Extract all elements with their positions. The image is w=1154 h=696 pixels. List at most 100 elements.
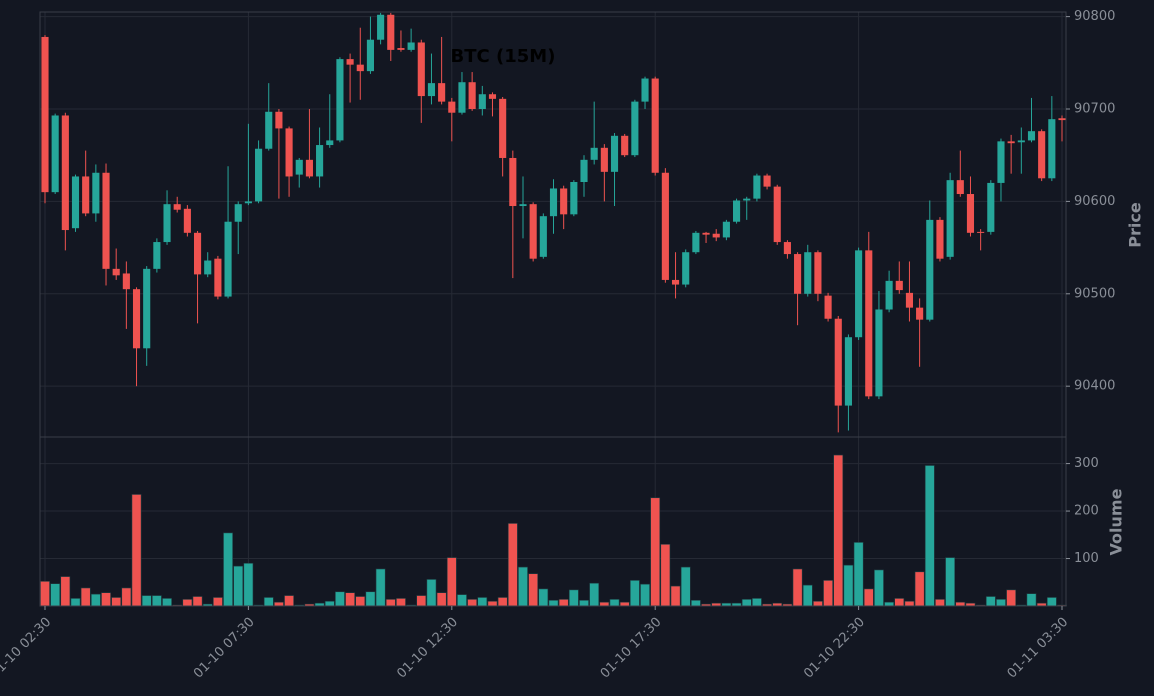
- volume-tick-label: 200: [1074, 504, 1099, 519]
- volume-bar: [884, 601, 894, 607]
- volume-bar: [589, 582, 600, 607]
- candle-body: [1058, 118, 1066, 121]
- volume-bar: [467, 599, 478, 607]
- candle-body: [966, 194, 975, 233]
- candle-body: [590, 147, 598, 160]
- volume-bar: [558, 599, 569, 607]
- candle-body: [61, 115, 69, 231]
- volume-bar: [375, 568, 386, 607]
- candle-body: [844, 337, 852, 406]
- candle-body: [539, 216, 547, 257]
- candle-body: [712, 233, 720, 238]
- volume-tick-label: 300: [1074, 456, 1099, 471]
- candle-body: [997, 141, 1005, 183]
- y-tick-label: 90500: [1074, 286, 1115, 301]
- volume-bar: [70, 598, 81, 607]
- volume-bar: [935, 599, 945, 607]
- candle-body: [651, 78, 659, 173]
- volume-bar: [538, 588, 549, 607]
- candle-body: [417, 42, 425, 97]
- candle-body: [143, 268, 151, 349]
- candle-body: [702, 232, 710, 235]
- volume-bar: [548, 600, 559, 607]
- candle-body: [336, 59, 344, 141]
- volume-bar: [619, 601, 630, 607]
- candle-body: [346, 59, 354, 65]
- candle-body: [255, 148, 263, 202]
- volume-bar: [863, 588, 874, 607]
- y-tick-label: 90700: [1074, 102, 1115, 117]
- volume-bar: [680, 566, 691, 607]
- volume-bar: [436, 592, 447, 607]
- volume-bar: [985, 596, 996, 607]
- candle-body: [1038, 131, 1046, 179]
- candle-body: [631, 101, 639, 156]
- candle-body: [316, 145, 324, 177]
- candle-body: [621, 135, 629, 156]
- candle-body: [132, 289, 141, 349]
- volume-bar: [182, 599, 193, 607]
- volume-bar: [741, 599, 752, 607]
- volume-bar: [223, 532, 233, 607]
- candle-body: [214, 258, 222, 297]
- candle-body: [1017, 140, 1025, 143]
- candle-body: [224, 221, 232, 297]
- volume-bar: [101, 592, 111, 607]
- chart-title: BTC (15M): [451, 46, 556, 67]
- candle-body: [509, 157, 517, 207]
- y-axis-label: Price: [1126, 202, 1145, 248]
- volume-bar: [50, 583, 61, 607]
- volume-bar: [213, 597, 223, 607]
- candle-body: [122, 273, 130, 290]
- candle-body: [438, 83, 446, 102]
- candle-body: [51, 115, 59, 193]
- volume-bar: [263, 597, 274, 607]
- volume-bar: [355, 596, 366, 607]
- volume-bar: [629, 580, 640, 607]
- candle-body: [102, 172, 110, 269]
- candle-body: [519, 204, 527, 207]
- candle-body: [804, 252, 812, 294]
- candle-body: [671, 279, 680, 285]
- volume-bar: [568, 589, 579, 607]
- candle-body: [987, 182, 995, 232]
- volume-bar: [813, 600, 823, 607]
- volume-bar: [426, 579, 437, 607]
- volume-bar: [609, 599, 620, 607]
- candle-body: [610, 135, 619, 172]
- volume-bar: [843, 564, 854, 607]
- candle-body: [92, 172, 100, 214]
- volume-bar: [324, 600, 335, 607]
- volume-bar: [874, 569, 884, 607]
- candle-body: [366, 39, 374, 72]
- candle-body: [1007, 141, 1015, 144]
- candle-body: [193, 232, 202, 275]
- volume-bar: [487, 600, 498, 607]
- volume-bar: [792, 568, 803, 607]
- volume-bar: [131, 494, 142, 607]
- candle-body: [468, 82, 476, 110]
- candle-body: [285, 128, 293, 177]
- volume-bar: [416, 595, 427, 607]
- volume-bar: [111, 597, 122, 607]
- candle-body: [753, 175, 761, 199]
- volume-bar: [365, 591, 376, 607]
- candle-body: [183, 208, 191, 233]
- volume-bar: [640, 583, 650, 607]
- candle-body: [743, 198, 751, 201]
- volume-bar: [833, 454, 844, 607]
- candle-body: [641, 78, 649, 102]
- candle-body: [427, 83, 436, 97]
- volume-bar: [60, 576, 71, 607]
- volume-bar: [894, 598, 905, 607]
- volume-bar: [853, 542, 864, 607]
- candle-body: [458, 82, 466, 113]
- volume-bar: [80, 587, 91, 607]
- candle-body: [448, 101, 456, 113]
- candle-body: [600, 147, 608, 172]
- volume-bar: [955, 601, 966, 607]
- candle-body: [560, 188, 568, 215]
- volume-bar: [1006, 589, 1017, 607]
- volume-bar: [40, 581, 50, 607]
- candle-body: [682, 252, 690, 285]
